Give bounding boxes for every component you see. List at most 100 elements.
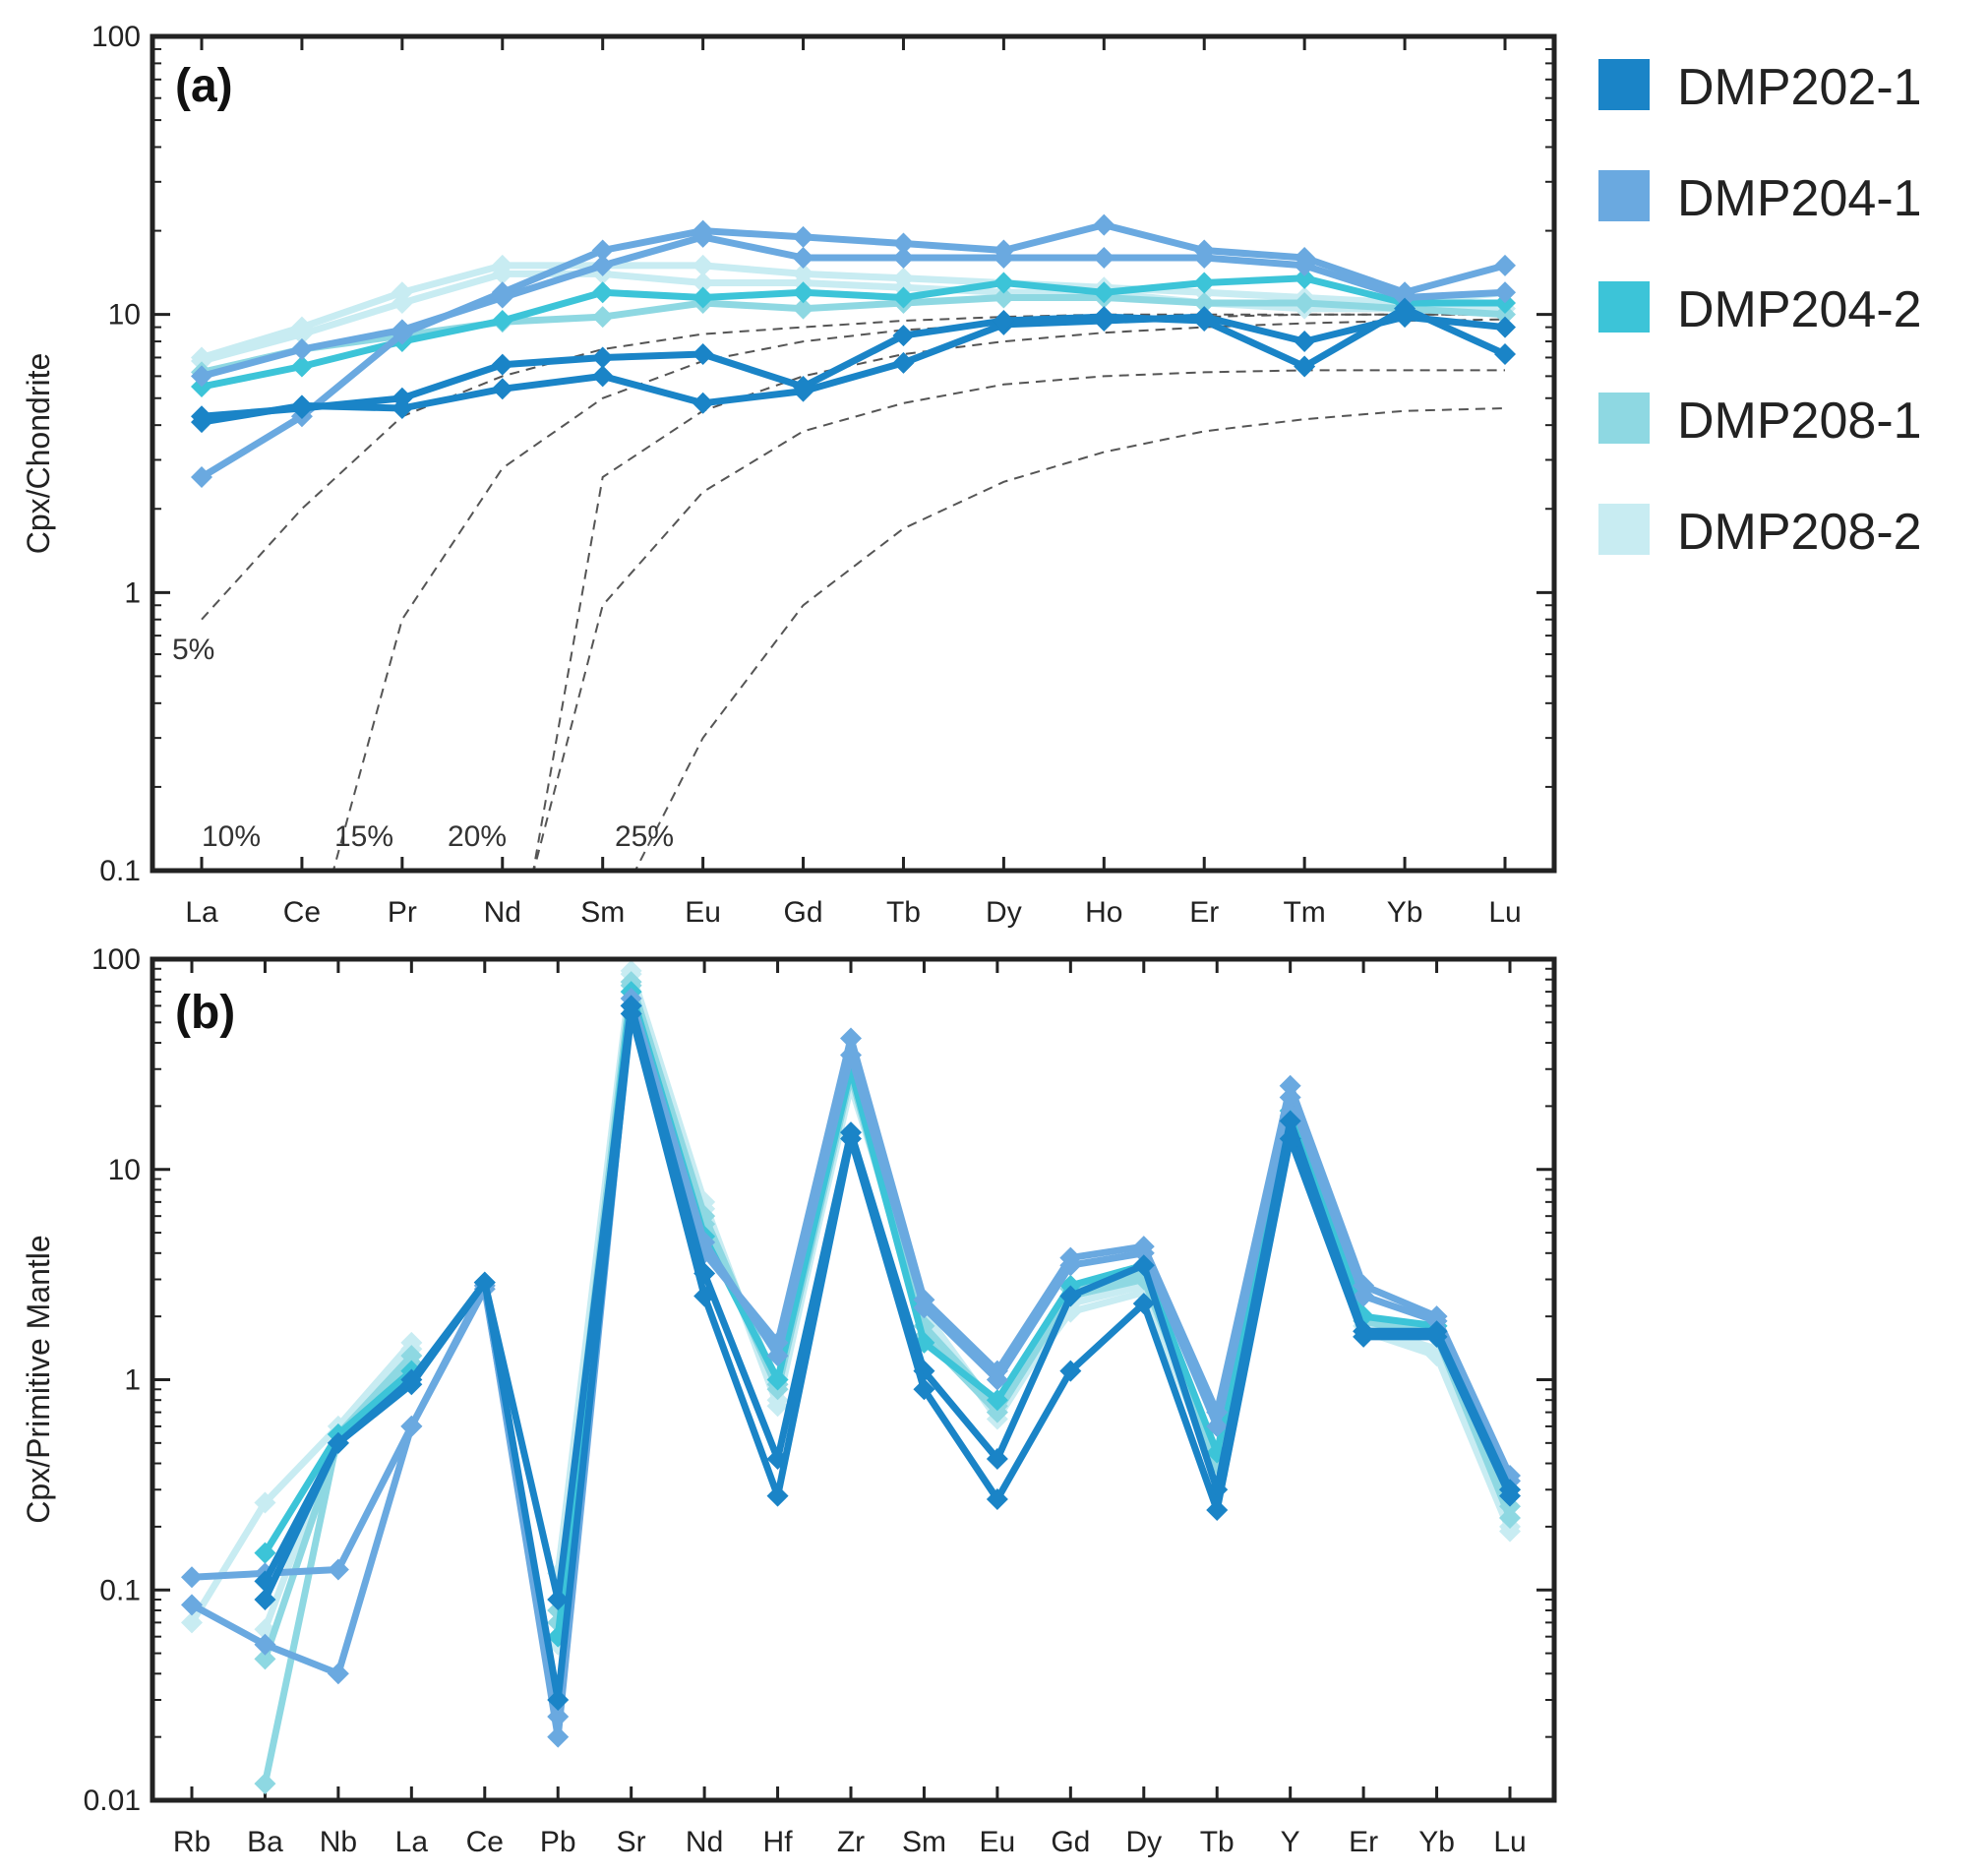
data-point bbox=[986, 1360, 1008, 1382]
data-point bbox=[254, 1633, 276, 1656]
series-line bbox=[191, 995, 1514, 1721]
data-point bbox=[491, 281, 513, 304]
data-point bbox=[591, 346, 614, 369]
data-point bbox=[1279, 1110, 1301, 1132]
data-point bbox=[1206, 1401, 1229, 1423]
series-DMP208-1 bbox=[254, 971, 1521, 1670]
data-point bbox=[1353, 1325, 1375, 1348]
legend-label: DMP204-1 bbox=[1677, 170, 1922, 227]
data-point bbox=[766, 1484, 789, 1507]
data-point bbox=[792, 225, 814, 248]
legend: DMP202-1 DMP204-1 DMP204-2 DMP208-1 DMP208-2 bbox=[1598, 59, 1922, 561]
data-point bbox=[792, 297, 814, 320]
data-point bbox=[892, 286, 915, 309]
panel-b: (b) Cpx/Primitive Mantle 0.01 0.1 1 10 100 R… bbox=[21, 943, 1557, 1858]
legend-label: DMP208-2 bbox=[1677, 504, 1922, 561]
x-tick-label: Tb bbox=[886, 896, 921, 929]
data-point bbox=[1093, 281, 1115, 304]
data-point bbox=[1093, 246, 1115, 269]
legend-swatch bbox=[1598, 170, 1650, 221]
data-point bbox=[1059, 1246, 1082, 1269]
x-tick-label: Ba bbox=[247, 1826, 283, 1858]
x-tick-label: Eu bbox=[685, 896, 721, 929]
data-point bbox=[547, 1725, 570, 1748]
series-DMP202-1 bbox=[254, 1002, 1521, 1712]
data-point bbox=[1193, 239, 1216, 262]
series-line bbox=[201, 305, 1507, 420]
data-point bbox=[591, 254, 614, 276]
series-line bbox=[201, 270, 1505, 365]
data-point bbox=[290, 316, 313, 338]
panel-b-frame bbox=[150, 956, 1557, 1803]
data-point bbox=[1059, 1360, 1082, 1382]
data-point bbox=[1494, 254, 1516, 276]
data-point bbox=[913, 1289, 935, 1311]
data-point bbox=[181, 1566, 203, 1589]
series-line bbox=[262, 988, 1514, 1638]
x-tick-label: Pr bbox=[388, 896, 417, 929]
x-tick-label: La bbox=[185, 896, 218, 929]
data-point bbox=[1132, 1254, 1155, 1277]
series-line bbox=[201, 294, 1506, 376]
data-point bbox=[692, 254, 714, 276]
data-point bbox=[1193, 272, 1216, 294]
melting-curve bbox=[532, 369, 1505, 871]
data-point bbox=[254, 1648, 276, 1670]
data-point bbox=[692, 219, 714, 242]
series-line bbox=[262, 978, 1514, 1661]
legend-label: DMP208-1 bbox=[1677, 393, 1922, 450]
y-tick-label: 0.1 bbox=[99, 1574, 141, 1606]
series-DMP208-1 bbox=[254, 974, 1521, 1795]
data-point bbox=[1093, 306, 1115, 329]
data-point bbox=[693, 1285, 716, 1307]
panel-a-label: (a) bbox=[175, 60, 233, 112]
data-point bbox=[1132, 1293, 1155, 1315]
data-point bbox=[1294, 355, 1316, 378]
data-point bbox=[290, 337, 313, 360]
legend-swatch bbox=[1598, 504, 1650, 555]
series-DMP204-2 bbox=[191, 267, 1516, 398]
data-point bbox=[1206, 1498, 1229, 1521]
data-point bbox=[620, 959, 642, 982]
x-tick-label: Nd bbox=[686, 1826, 723, 1858]
data-point bbox=[391, 387, 413, 409]
data-point bbox=[986, 1401, 1008, 1423]
data-point bbox=[792, 376, 814, 398]
data-point bbox=[840, 1127, 862, 1150]
data-point bbox=[986, 1389, 1008, 1412]
melting-curve bbox=[633, 407, 1506, 871]
data-point bbox=[993, 309, 1015, 332]
melting-curve bbox=[532, 318, 1506, 871]
data-point bbox=[892, 267, 915, 289]
data-point bbox=[473, 1271, 496, 1294]
series-line bbox=[262, 1001, 1514, 1604]
x-tick-label: Nb bbox=[320, 1826, 357, 1858]
series-DMP204-1 bbox=[181, 995, 1521, 1748]
x-tick-label: Gd bbox=[784, 896, 823, 929]
data-point bbox=[181, 1611, 203, 1634]
panel-a: (a) Cpx/Chondrite 0.1 1 10 100 La Ce Pr Nd Sm Eu… bbox=[21, 21, 1557, 929]
x-tick-label: Lu bbox=[1493, 1826, 1526, 1858]
x-tick-label: Hf bbox=[763, 1826, 794, 1858]
data-point bbox=[254, 1542, 276, 1564]
data-point bbox=[1425, 1305, 1448, 1328]
data-point bbox=[1494, 303, 1516, 326]
data-point bbox=[1353, 1274, 1375, 1297]
data-point bbox=[191, 466, 212, 489]
data-point bbox=[591, 281, 614, 304]
x-tick-label: Sm bbox=[580, 896, 625, 929]
x-tick-label: Gd bbox=[1051, 1826, 1090, 1858]
series-DMP202-1 bbox=[191, 306, 1516, 434]
x-tick-label: Tb bbox=[1200, 1826, 1235, 1858]
data-point bbox=[1394, 297, 1416, 320]
panel-b-y-axis-title: Cpx/Primitive Mantle bbox=[21, 1235, 56, 1523]
data-point bbox=[692, 342, 714, 365]
data-point bbox=[1193, 291, 1216, 314]
data-point bbox=[491, 309, 513, 332]
data-point bbox=[692, 392, 714, 414]
x-tick-label: Pb bbox=[540, 1826, 576, 1858]
data-point bbox=[892, 325, 915, 347]
panel-b-label: (b) bbox=[175, 987, 235, 1039]
x-tick-label: Sm bbox=[902, 1826, 946, 1858]
series-line bbox=[200, 262, 1506, 361]
